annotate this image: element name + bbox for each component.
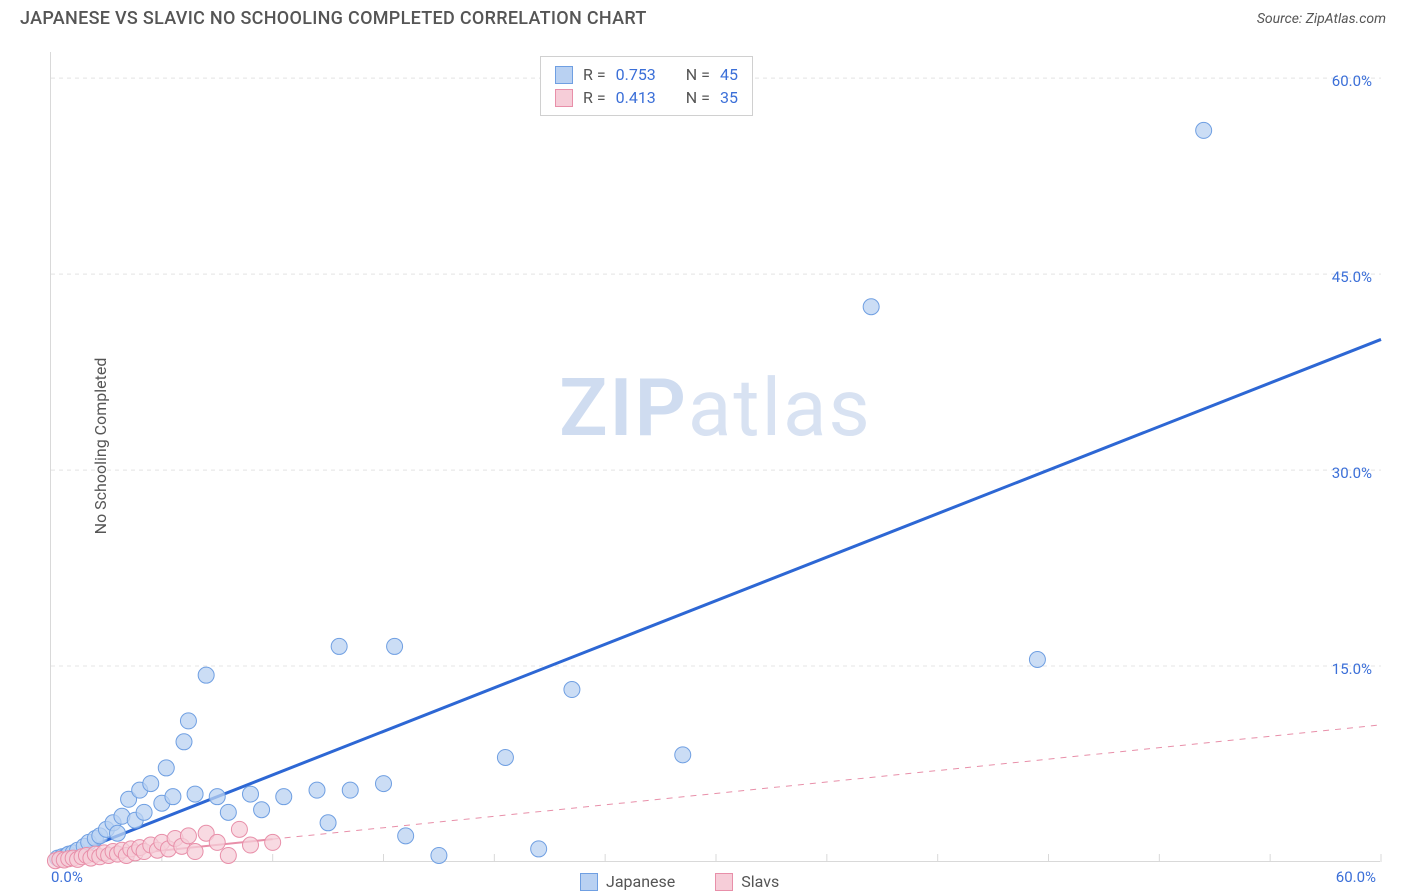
y-tick-label: 45.0% [1332,268,1372,286]
y-tick-label: 60.0% [1332,72,1372,90]
r-label: R = [583,88,606,107]
legend-item: Japanese [580,872,675,891]
chart-title: JAPANESE VS SLAVIC NO SCHOOLING COMPLETE… [20,8,647,29]
legend-item: Slavs [715,872,779,891]
series-swatch [555,89,573,107]
scatter-chart-svg [51,52,1381,862]
x-tick-label: 0.0% [51,868,83,886]
y-tick-label: 15.0% [1332,660,1372,678]
legend-label: Japanese [606,872,675,891]
r-value: 0.753 [616,65,656,84]
legend-bottom: Japanese Slavs [580,872,779,891]
n-label: N = [686,65,710,84]
n-value: 35 [720,88,738,107]
r-label: R = [583,65,606,84]
r-value: 0.413 [616,88,656,107]
series-swatch [555,66,573,84]
x-tick-label: 60.0% [1336,868,1376,886]
chart-header: JAPANESE VS SLAVIC NO SCHOOLING COMPLETE… [0,0,1406,29]
legend-label: Slavs [741,872,779,891]
legend-swatch [715,873,733,891]
stats-row: R = 0.753 N = 45 [555,63,738,86]
stats-row: R = 0.413 N = 35 [555,86,738,109]
y-tick-label: 30.0% [1332,464,1372,482]
legend-swatch [580,873,598,891]
source-credit: Source: ZipAtlas.com [1257,11,1386,27]
n-value: 45 [720,65,738,84]
n-label: N = [686,88,710,107]
chart-plot-area: ZIPatlas 15.0%30.0%45.0%60.0%0.0%60.0% [50,52,1380,862]
correlation-stats-box: R = 0.753 N = 45 R = 0.413 N = 35 [540,56,753,116]
